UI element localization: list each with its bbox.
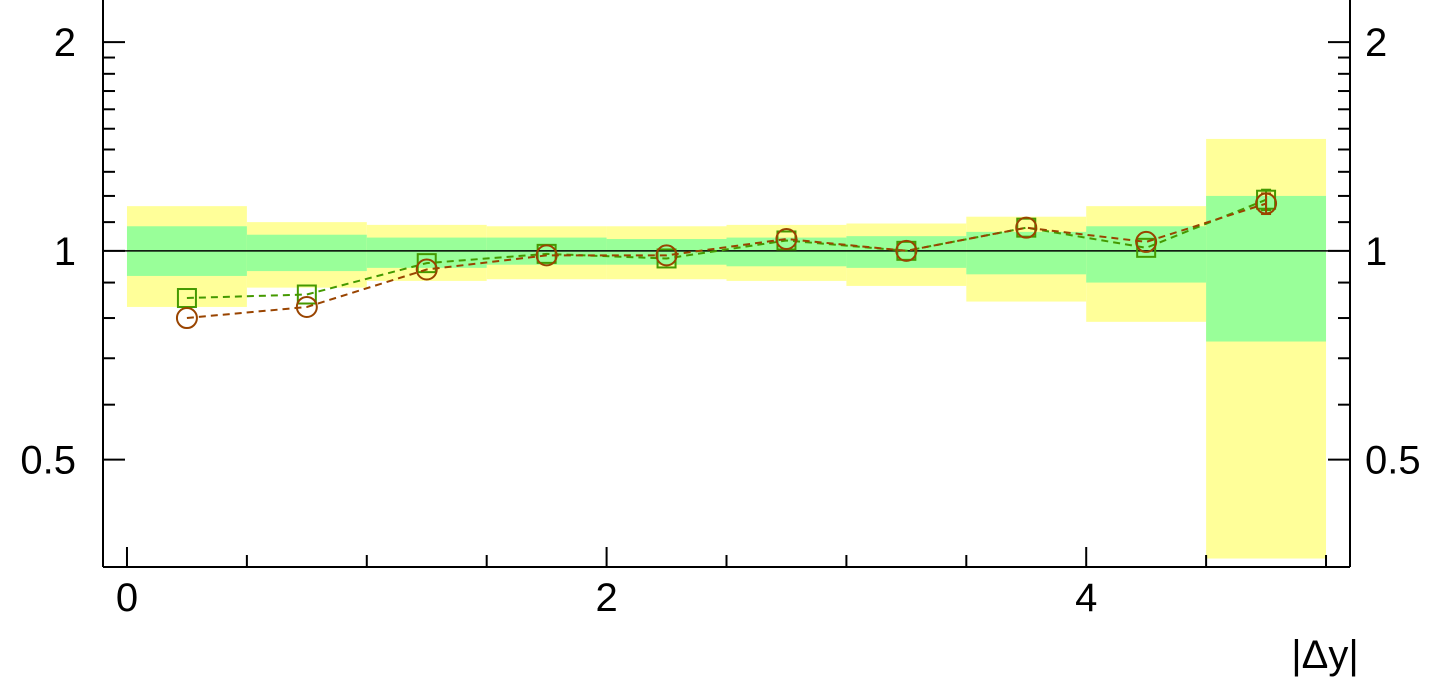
series-square-point-2 (416, 253, 437, 274)
series-circle-point-5 (775, 228, 798, 251)
y-tick-label-left-1: 1 (54, 230, 76, 274)
series-circle-point-1 (295, 295, 318, 318)
series-circle-point-8 (1135, 230, 1158, 253)
inner-band-bin-8 (1086, 226, 1207, 283)
inner-band-bin-9 (1206, 195, 1327, 342)
inner-band-bin-5 (726, 237, 847, 267)
y-tick-label-right-2: 2 (1365, 21, 1387, 65)
series-circle-point-0 (175, 307, 198, 330)
series-square-line (186, 198, 1267, 299)
series-circle (175, 192, 1278, 330)
y-tick-label-right-0: 0.5 (1365, 439, 1421, 483)
inner-band-bin-4 (606, 239, 727, 265)
x-axis-title: |Δy| (1291, 633, 1359, 677)
series-square-point-1 (296, 284, 317, 305)
series-circle-line (186, 202, 1267, 319)
series-circle-point-7 (1015, 216, 1038, 239)
series-circle-point-6 (895, 239, 918, 262)
axes: 0 2 4 0.5 0.5 1 1 2 2 (20, 0, 1421, 620)
series-circle-point-9 (1255, 192, 1278, 215)
inner-band-bin-7 (966, 231, 1087, 275)
y-tick-label-left-2: 2 (54, 21, 76, 65)
y-tick-label-right-1: 1 (1365, 230, 1387, 274)
x-tick-label-1: 2 (595, 576, 617, 620)
series-square-point-0 (176, 288, 197, 309)
series-circle-point-3 (535, 244, 558, 267)
y-tick-label-left-0: 0.5 (20, 439, 76, 483)
data-series (175, 188, 1278, 330)
x-tick-label-0: 0 (116, 576, 138, 620)
series-circle-point-4 (655, 244, 678, 267)
series-circle-point-2 (415, 258, 438, 281)
uncertainty-bands (126, 138, 1327, 559)
inner-band-bin-1 (246, 234, 367, 272)
x-tick-label-2: 4 (1075, 576, 1097, 620)
